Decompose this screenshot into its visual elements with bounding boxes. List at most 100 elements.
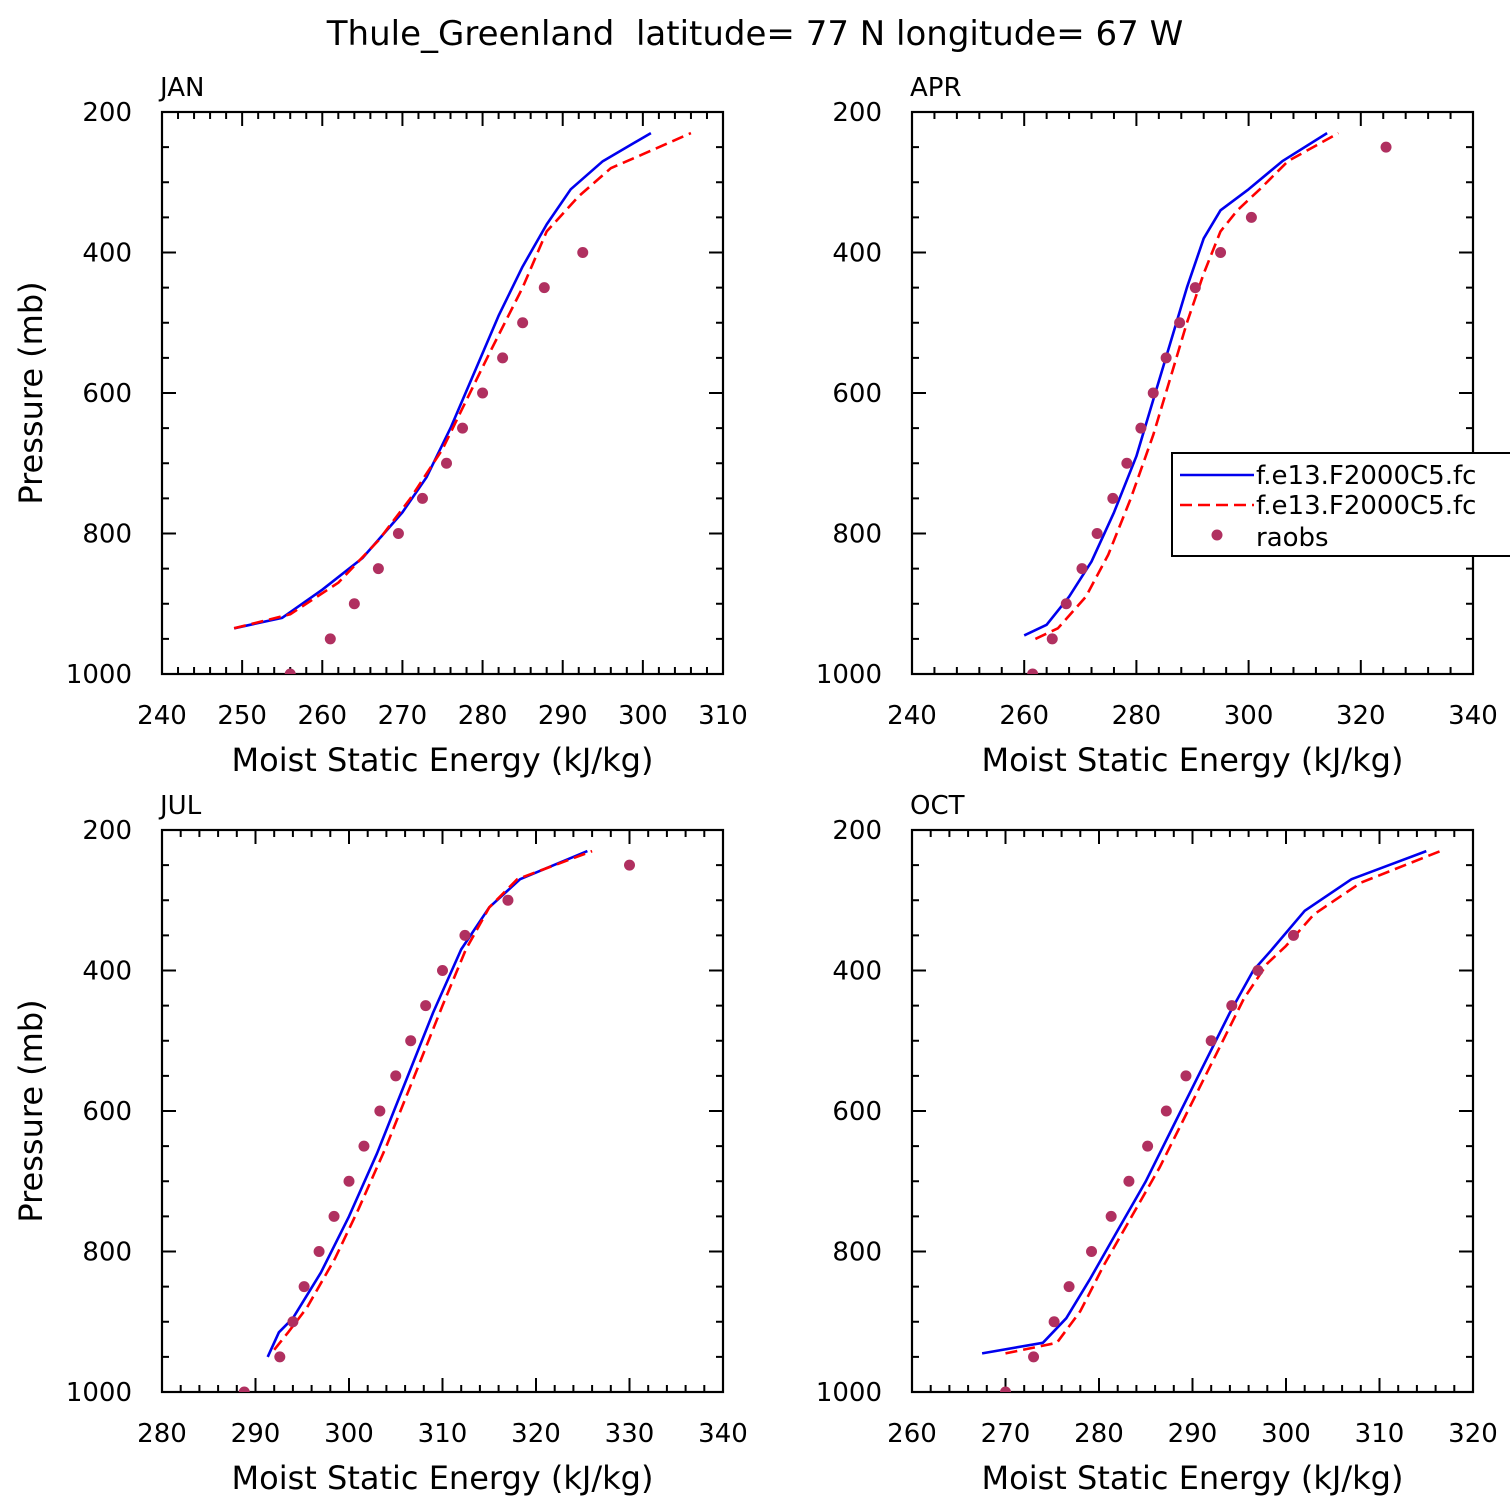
legend-label: raobs <box>1256 523 1329 553</box>
raobs-point <box>343 1175 355 1187</box>
raobs-point <box>420 1000 432 1012</box>
model2-line <box>233 131 692 630</box>
raobs-point <box>348 598 360 610</box>
raobs-point <box>497 352 509 364</box>
raobs-point <box>1147 387 1159 399</box>
raobs-point <box>1160 1105 1172 1117</box>
raobs-point <box>441 457 453 469</box>
raobs-point <box>1245 211 1257 223</box>
raobs-point <box>1076 563 1088 575</box>
panel-jan: JAN 240 250 260 270 280 290 300 310 1000 800 600 400… <box>12 73 748 779</box>
raobs-point <box>298 1281 310 1293</box>
x-tick-label: 280 <box>137 1419 187 1449</box>
x-axis-label: Moist Static Energy (kJ/kg) <box>982 741 1404 779</box>
plot-area <box>233 131 692 674</box>
raobs-point <box>577 247 589 258</box>
x-tick-label: 340 <box>698 1419 748 1449</box>
y-tick-label: 800 <box>82 520 132 550</box>
raobs-point <box>437 965 448 976</box>
y-axis-label: Pressure (mb) <box>12 281 50 504</box>
y-tick-label: 200 <box>832 98 882 128</box>
y-tick-label: 1000 <box>66 1378 132 1408</box>
x-tick-label: 240 <box>137 701 187 731</box>
raobs-point <box>1189 282 1201 294</box>
y-tick-label: 1000 <box>816 1378 882 1408</box>
x-tick-label: 300 <box>324 1419 374 1449</box>
x-tick-label: 320 <box>511 1419 561 1449</box>
raobs-point <box>1121 457 1133 469</box>
raobs-point <box>1107 492 1119 504</box>
y-tick-label: 800 <box>82 1238 132 1268</box>
model2-line <box>1034 131 1340 641</box>
raobs-point <box>1046 633 1058 645</box>
y-tick-label: 800 <box>832 1238 882 1268</box>
panel-title-oct: OCT <box>910 791 965 821</box>
x-tick-label: 290 <box>231 1419 281 1449</box>
y-tick-label: 400 <box>832 957 882 987</box>
y-tick-label: 600 <box>832 379 882 409</box>
raobs-point <box>372 563 384 575</box>
y-tick-label: 200 <box>82 98 132 128</box>
raobs-point <box>1215 247 1227 258</box>
x-tick-label: 250 <box>217 701 267 731</box>
x-tick-label: 280 <box>1074 1419 1124 1449</box>
x-tick-label: 260 <box>887 1419 937 1449</box>
raobs-point <box>1091 528 1103 539</box>
raobs-point <box>1063 1281 1075 1293</box>
x-axis-label: Moist Static Energy (kJ/kg) <box>232 1459 654 1497</box>
legend-box <box>1171 452 1510 557</box>
plot-area <box>238 849 635 1392</box>
raobs-point <box>538 282 550 294</box>
y-tick-label: 600 <box>82 379 132 409</box>
model1-line <box>266 849 588 1358</box>
raobs-point <box>459 929 471 941</box>
x-tick-label: 260 <box>297 701 347 731</box>
x-tick-label: 310 <box>418 1419 468 1449</box>
x-tick-label: 320 <box>1336 701 1386 731</box>
raobs-point <box>374 1105 386 1117</box>
x-tick-label: 310 <box>1355 1419 1405 1449</box>
y-tick-label: 400 <box>82 239 132 269</box>
legend-label: f.e13.F2000C5.fc <box>1256 491 1476 521</box>
model1-line <box>233 131 652 630</box>
panel-jul: JUL 280 290 300 310 320 330 340 1000 800 600 400 200… <box>12 791 748 1497</box>
raobs-point <box>1142 1140 1154 1152</box>
x-tick-label: 280 <box>458 701 508 731</box>
raobs-point <box>1226 1000 1238 1012</box>
raobs-point <box>284 668 296 674</box>
y-tick-label: 800 <box>832 520 882 550</box>
x-tick-label: 270 <box>378 701 428 731</box>
raobs-point <box>390 1070 402 1082</box>
y-tick-label: 200 <box>832 816 882 846</box>
raobs-point <box>1028 1351 1040 1363</box>
raobs-point <box>1123 1175 1135 1187</box>
raobs-point <box>1252 965 1264 976</box>
raobs-point <box>392 528 404 539</box>
raobs-point <box>1180 1070 1192 1082</box>
raobs-point <box>313 1246 325 1257</box>
y-tick-label: 400 <box>82 957 132 987</box>
panels: JAN 240 250 260 270 280 290 300 310 1000 800 600 400… <box>12 73 1498 1497</box>
y-tick-label: 400 <box>832 239 882 269</box>
raobs-point <box>328 1210 340 1222</box>
raobs-point <box>477 387 489 399</box>
panel-title-apr: APR <box>910 73 962 103</box>
model2-line <box>273 849 593 1351</box>
x-axis-label: Moist Static Energy (kJ/kg) <box>232 741 654 779</box>
y-tick-label: 1000 <box>816 660 882 690</box>
raobs-point <box>1205 1035 1217 1047</box>
raobs-point <box>1105 1210 1117 1222</box>
raobs-point <box>1048 1316 1060 1328</box>
x-tick-label: 320 <box>1448 1419 1498 1449</box>
raobs-point <box>405 1035 417 1047</box>
raobs-point <box>1174 317 1186 329</box>
legend-label: f.e13.F2000C5.fc <box>1256 461 1476 491</box>
x-tick-label: 240 <box>887 701 937 731</box>
x-tick-label: 300 <box>1261 1419 1311 1449</box>
y-tick-label: 200 <box>82 816 132 846</box>
raobs-point <box>324 633 336 645</box>
raobs-point <box>1160 352 1172 364</box>
x-axis-label: Moist Static Energy (kJ/kg) <box>982 1459 1404 1497</box>
plot-area <box>1023 131 1392 674</box>
